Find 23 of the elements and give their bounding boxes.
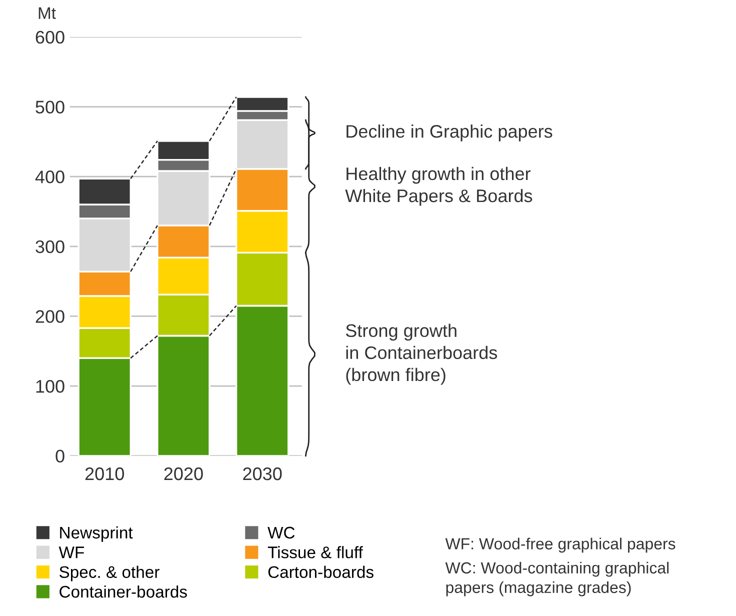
text: Healthy growth in other White Papers & Boards <box>345 166 532 206</box>
y-tick-label: 600 <box>36 30 64 44</box>
y-axis-title: Mt <box>38 7 56 19</box>
text: WC: Wood-containing graphical papers (magazine grades) <box>445 562 669 596</box>
legend-label: Container-boards <box>60 585 187 598</box>
y-tick-label: 400 <box>35 170 64 184</box>
y-tick-label: 500 <box>36 100 64 114</box>
y-tick-label: 300 <box>36 240 64 254</box>
legend-label: Carton-boards <box>268 566 374 578</box>
x-tick-label: 2010 <box>85 467 124 480</box>
x-tick-label: 2030 <box>243 467 282 480</box>
legend-label: Newsprint <box>60 526 133 542</box>
y-tick-label: 100 <box>36 380 64 393</box>
x-tick-label: 2020 <box>164 467 203 480</box>
legend-label: Spec. & other <box>60 566 160 582</box>
text: Strong growth in Containerboards (brown fibre) <box>346 324 498 385</box>
y-tick-label: 200 <box>36 310 64 323</box>
legend-label: Tissue & fluff <box>268 546 363 558</box>
legend-label: WC <box>268 526 295 539</box>
legend-label: WF <box>58 546 84 558</box>
y-tick-label: 0 <box>56 450 64 463</box>
text: WF: Wood-free graphical papers <box>445 538 676 553</box>
text: Decline in Graphic papers <box>346 124 552 142</box>
